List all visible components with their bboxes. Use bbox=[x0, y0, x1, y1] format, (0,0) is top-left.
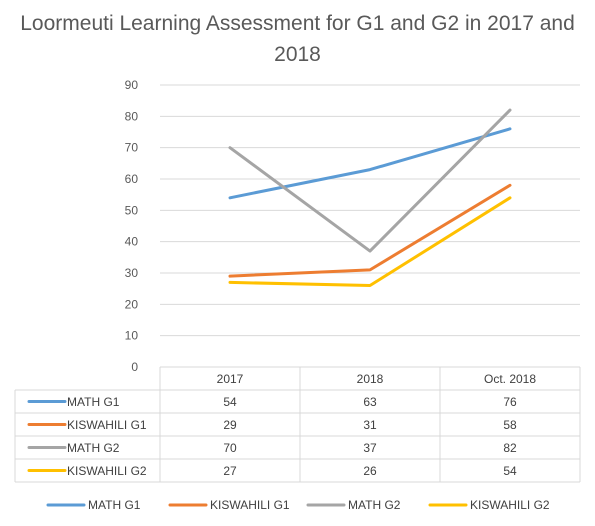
series-line bbox=[228, 183, 512, 278]
legend-entry: KISWAHILI G2 bbox=[470, 498, 550, 512]
table-row-label: KISWAHILI G1 bbox=[67, 418, 147, 432]
data-table-value: 82 bbox=[503, 441, 517, 455]
legend-entry: MATH G1 bbox=[88, 498, 141, 512]
y-tick-label: 60 bbox=[125, 172, 139, 186]
y-tick-label: 0 bbox=[131, 360, 138, 374]
gridlines bbox=[160, 84, 580, 337]
y-tick-label: 90 bbox=[125, 78, 139, 92]
chart-title: Loormeuti Learning Assessment for G1 and… bbox=[20, 12, 575, 66]
x-category-label: 2017 bbox=[217, 372, 244, 386]
data-table-value: 58 bbox=[503, 418, 517, 432]
data-table-value: 29 bbox=[223, 418, 237, 432]
data-table-value: 76 bbox=[503, 395, 517, 409]
table-row-label: MATH G2 bbox=[67, 441, 120, 455]
y-tick-label: 30 bbox=[125, 266, 139, 280]
data-table-value: 31 bbox=[363, 418, 377, 432]
series-lines bbox=[228, 108, 512, 288]
y-tick-label: 40 bbox=[125, 235, 139, 249]
y-tick-label: 10 bbox=[125, 329, 139, 343]
data-table-value: 37 bbox=[363, 441, 377, 455]
legend-entry: MATH G2 bbox=[348, 498, 401, 512]
data-table-value: 27 bbox=[223, 464, 237, 478]
table-row-label: MATH G1 bbox=[67, 395, 120, 409]
y-tick-label: 80 bbox=[125, 109, 139, 123]
data-table-value: 70 bbox=[223, 441, 237, 455]
x-category-label: 2018 bbox=[357, 372, 384, 386]
y-tick-label: 70 bbox=[125, 141, 139, 155]
y-tick-label: 50 bbox=[125, 203, 139, 217]
data-table: 2017 2018 Oct. 2018 MATH G1 54 63 76 KISWAHILI … bbox=[14, 366, 581, 483]
data-table-value: 54 bbox=[503, 464, 517, 478]
series-line bbox=[228, 127, 512, 200]
table-row-label: KISWAHILI G2 bbox=[67, 464, 147, 478]
y-tick-label: 20 bbox=[125, 297, 139, 311]
data-table-value: 63 bbox=[363, 395, 377, 409]
series-line bbox=[228, 196, 512, 288]
series-line bbox=[228, 108, 512, 253]
legend: MATH G1 KISWAHILI G1 MATH G2 KISWAHILI G2 bbox=[46, 498, 550, 512]
x-category-label: Oct. 2018 bbox=[484, 372, 536, 386]
data-table-value: 26 bbox=[363, 464, 377, 478]
y-axis-tick-labels: 0 10 20 30 40 50 60 70 80 90 bbox=[125, 78, 139, 374]
legend-entry: KISWAHILI G1 bbox=[210, 498, 290, 512]
data-table-value: 54 bbox=[223, 395, 237, 409]
